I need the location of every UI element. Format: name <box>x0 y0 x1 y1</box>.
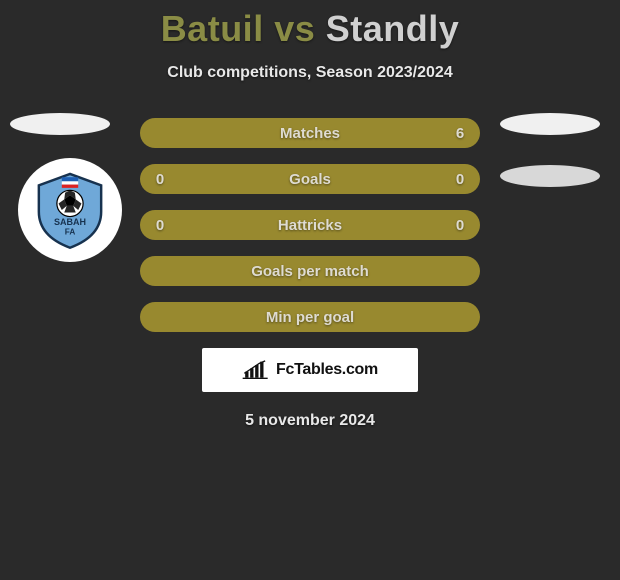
stat-label: Goals <box>166 171 454 188</box>
stat-label: Hattricks <box>166 217 454 234</box>
svg-text:FA: FA <box>65 228 76 237</box>
player2-avatar-placeholder <box>500 113 600 135</box>
stat-row-hattricks: 0 Hattricks 0 <box>140 210 480 240</box>
stat-label: Min per goal <box>166 309 454 326</box>
stat-label: Goals per match <box>166 263 454 280</box>
stat-left-value: 0 <box>154 171 166 188</box>
stat-left-value: 0 <box>154 217 166 234</box>
player1-name: Batuil <box>161 8 264 49</box>
page-title: Batuil vs Standly <box>0 0 620 50</box>
stat-row-min-per-goal: Min per goal <box>140 302 480 332</box>
vs-label: vs <box>274 8 315 49</box>
stat-row-goals: 0 Goals 0 <box>140 164 480 194</box>
player2-name: Standly <box>326 8 460 49</box>
brand-watermark[interactable]: FcTables.com <box>202 348 418 392</box>
stat-right-value: 0 <box>454 217 466 234</box>
stat-label: Matches <box>166 125 454 142</box>
stat-row-matches: Matches 6 <box>140 118 480 148</box>
brand-text: FcTables.com <box>276 361 378 379</box>
stat-right-value: 6 <box>454 125 466 142</box>
player2-avatar-placeholder-2 <box>500 165 600 187</box>
stat-rows: Matches 6 0 Goals 0 0 Hattricks 0 Goals … <box>140 118 480 332</box>
date-label: 5 november 2024 <box>0 412 620 430</box>
bar-chart-icon <box>242 360 270 380</box>
stat-right-value: 0 <box>454 171 466 188</box>
subtitle: Club competitions, Season 2023/2024 <box>0 64 620 82</box>
club-crest-icon: SABAH FA <box>29 169 111 251</box>
club-badge: SABAH FA <box>18 158 122 262</box>
svg-text:SABAH: SABAH <box>54 217 86 227</box>
stat-row-goals-per-match: Goals per match <box>140 256 480 286</box>
stats-section: SABAH FA Matches 6 0 Goals 0 0 Hattricks… <box>0 118 620 430</box>
player1-avatar-placeholder <box>10 113 110 135</box>
